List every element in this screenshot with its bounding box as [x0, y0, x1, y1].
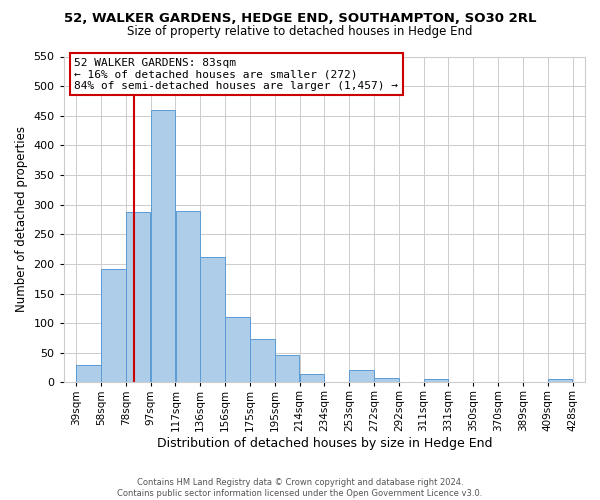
Bar — [250, 338, 275, 382]
Bar — [76, 364, 101, 382]
Text: Contains HM Land Registry data © Crown copyright and database right 2024.
Contai: Contains HM Land Registry data © Crown c… — [118, 478, 482, 498]
Bar — [200, 257, 225, 382]
Bar — [548, 380, 572, 382]
Bar — [101, 268, 125, 382]
Y-axis label: Number of detached properties: Number of detached properties — [15, 126, 28, 312]
Bar — [374, 378, 399, 382]
Bar — [176, 210, 200, 382]
Text: Size of property relative to detached houses in Hedge End: Size of property relative to detached ho… — [127, 25, 473, 38]
Bar — [275, 354, 299, 382]
Bar — [225, 317, 250, 382]
X-axis label: Distribution of detached houses by size in Hedge End: Distribution of detached houses by size … — [157, 437, 492, 450]
Bar — [126, 212, 151, 382]
Bar — [151, 110, 175, 382]
Bar — [424, 380, 448, 382]
Bar — [299, 374, 324, 382]
Text: 52, WALKER GARDENS, HEDGE END, SOUTHAMPTON, SO30 2RL: 52, WALKER GARDENS, HEDGE END, SOUTHAMPT… — [64, 12, 536, 26]
Text: 52 WALKER GARDENS: 83sqm
← 16% of detached houses are smaller (272)
84% of semi-: 52 WALKER GARDENS: 83sqm ← 16% of detach… — [74, 58, 398, 91]
Bar — [349, 370, 374, 382]
